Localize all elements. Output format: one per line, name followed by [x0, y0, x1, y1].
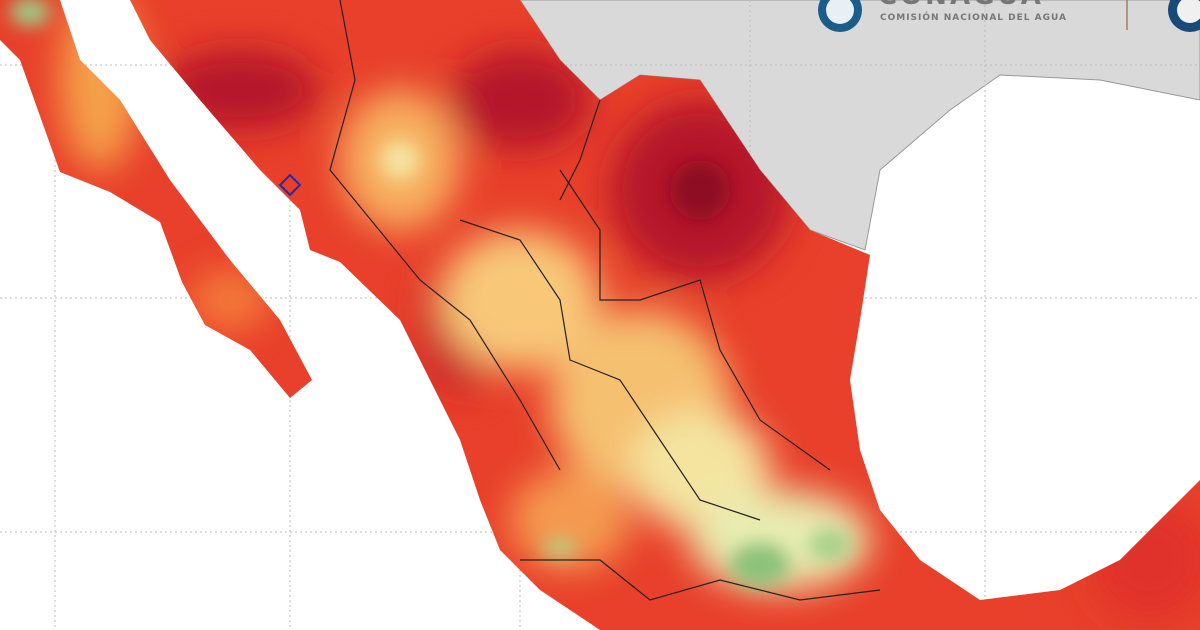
logo: CONAGUA COMISIÓN NACIONAL DEL AGUA: [818, 0, 1200, 32]
logo-text: CONAGUA: [878, 0, 1044, 11]
marker: [278, 173, 302, 197]
agency-name: COMISIÓN NACIONAL DEL AGUA: [880, 11, 1067, 23]
us-land: [519, 0, 1200, 251]
partner-logo-inner: [1177, 0, 1200, 23]
state-borders: [329, 0, 881, 601]
logo-icon-inner: [826, 0, 854, 24]
